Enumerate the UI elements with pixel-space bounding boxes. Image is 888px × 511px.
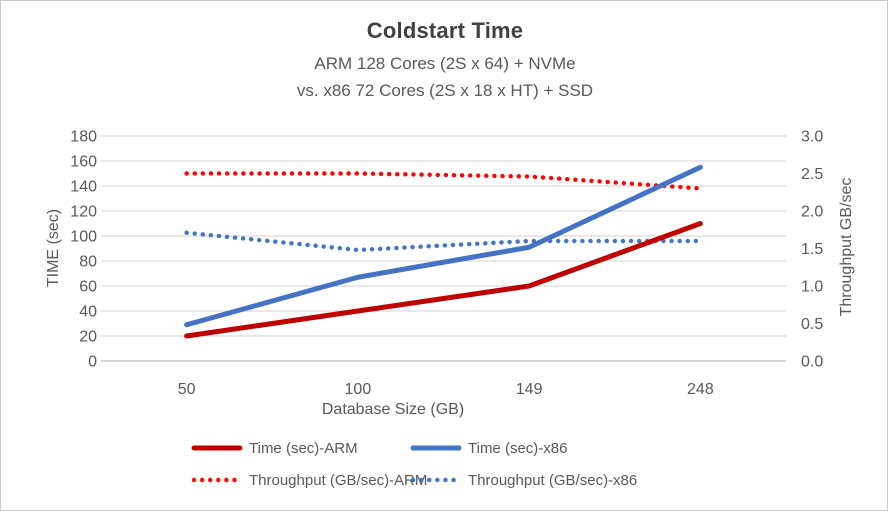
left-axis-tick: 20 [79, 329, 97, 346]
left-axis-tick: 180 [70, 129, 97, 146]
right-axis-tick: 2.5 [801, 166, 823, 183]
legend-label-time-x86: Time (sec)-x86 [468, 440, 568, 457]
right-axis-tick: 1.0 [801, 279, 823, 296]
legend-swatch-time-x86 [410, 443, 462, 453]
legend-swatch-line [410, 445, 462, 451]
right-axis-tick: 2.0 [801, 204, 823, 221]
legend-label-time-arm: Time (sec)-ARM [249, 440, 358, 457]
legend-swatch-line [191, 477, 243, 483]
left-axis-tick: 100 [70, 229, 97, 246]
left-axis-tick: 40 [79, 304, 97, 321]
x-axis-title: Database Size (GB) [321, 401, 465, 418]
legend-swatch-line [191, 445, 243, 451]
legend-label-throughput-arm: Throughput (GB/sec)-ARM [249, 472, 428, 489]
legend-swatch-line [410, 477, 462, 483]
right-axis-tick: 0.0 [801, 354, 823, 371]
left-axis-tick: 140 [70, 179, 97, 196]
left-axis-tick: 160 [70, 154, 97, 171]
left-axis-tick: 0 [88, 354, 97, 371]
chart-title: Coldstart Time [366, 18, 524, 43]
right-axis-tick: 1.5 [801, 241, 823, 258]
legend-swatch-throughput-x86 [410, 475, 462, 485]
left-axis-tick: 80 [79, 254, 97, 271]
x-axis-tick: 248 [687, 381, 714, 398]
chart-subtitle-line-1: ARM 128 Cores (2S x 64) + NVMe [314, 54, 576, 73]
right-axis-tick: 0.5 [801, 316, 823, 333]
legend-swatch-time-arm [191, 443, 243, 453]
x-axis-tick: 50 [178, 381, 196, 398]
x-axis-tick: 149 [516, 381, 543, 398]
legend-label-throughput-x86: Throughput (GB/sec)-x86 [468, 472, 638, 489]
series-line-throughput-gb-sec-arm [184, 171, 703, 191]
series-line-time-sec-x86 [184, 164, 703, 328]
left-axis-tick: 120 [70, 204, 97, 221]
left-axis-tick: 60 [79, 279, 97, 296]
right-axis-tick: 3.0 [801, 129, 823, 146]
chart-subtitle-line-2: vs. x86 72 Cores (2S x 18 x HT) + SSD [296, 81, 594, 100]
x-axis-tick: 100 [345, 381, 372, 398]
series-line-throughput-gb-sec-x86 [184, 230, 703, 253]
legend-swatch-throughput-arm [191, 475, 243, 485]
series-line-time-sec-arm [184, 221, 703, 339]
